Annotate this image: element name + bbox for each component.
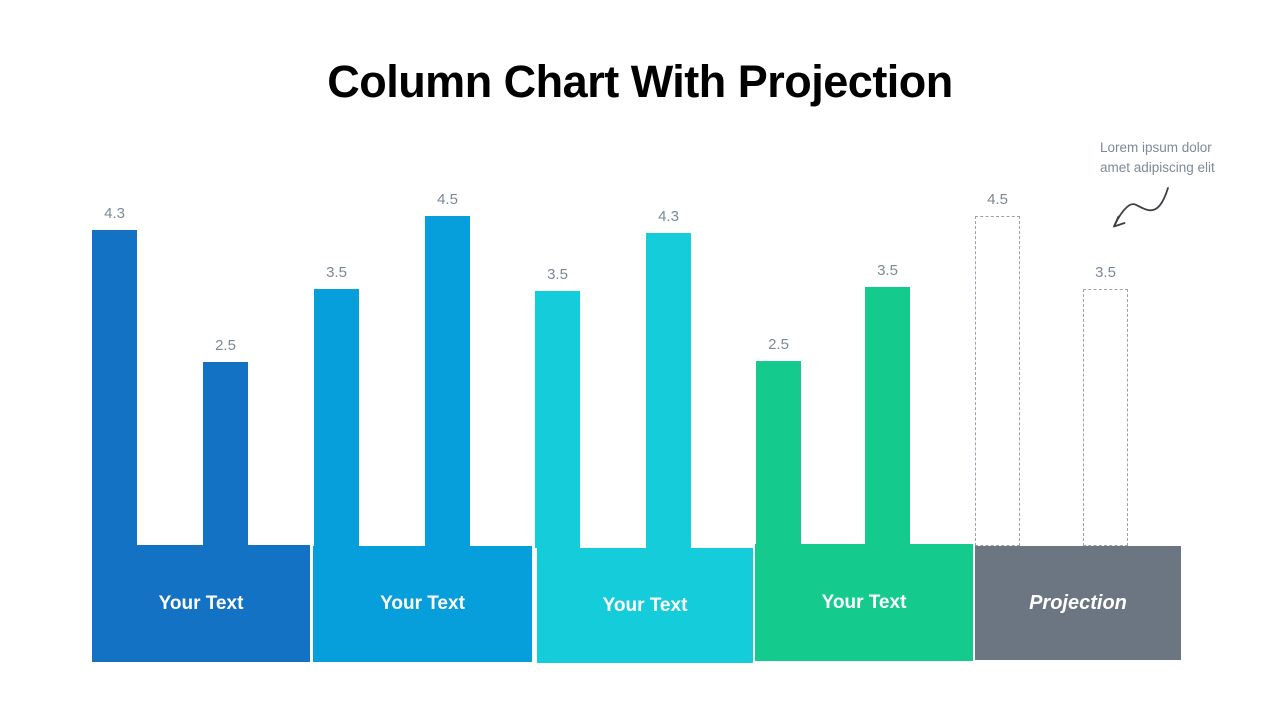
annotation-line-1: Lorem ipsum dolor — [1100, 140, 1212, 155]
column-bar — [314, 289, 359, 546]
group-band: Your Text — [755, 544, 973, 661]
band-label: Your Text — [158, 592, 244, 614]
slide-title: Column Chart With Projection — [327, 56, 953, 107]
bar-value-label: 2.5 — [768, 336, 789, 353]
column-bar — [865, 287, 910, 544]
bar-value-label: 4.5 — [987, 191, 1008, 208]
bar-value-label: 3.5 — [547, 266, 568, 283]
projection-band: Projection — [975, 546, 1181, 660]
bar-value-label: 4.5 — [437, 191, 458, 208]
bar-value-label: 3.5 — [326, 264, 347, 281]
projection-bar — [1083, 289, 1128, 546]
column-bar — [535, 291, 580, 548]
bar-value-label: 3.5 — [1095, 264, 1116, 281]
band-label: Your Text — [602, 594, 688, 616]
bar-value-label: 2.5 — [215, 337, 236, 354]
column-bar — [646, 233, 691, 548]
group-band: Your Text — [537, 548, 753, 663]
bar-value-label: 4.3 — [104, 205, 125, 222]
band-label: Your Text — [380, 593, 465, 614]
bar-value-label: 4.3 — [658, 208, 679, 225]
column-bar — [203, 362, 248, 545]
group-band: Your Text — [92, 545, 310, 662]
column-bar — [425, 216, 470, 546]
annotation-text: Lorem ipsum dolor amet adipiscing elit — [1100, 138, 1270, 177]
group-band: Your Text — [313, 546, 532, 662]
curved-arrow-icon — [1113, 187, 1169, 228]
column-bar — [92, 230, 137, 545]
column-bar — [756, 361, 801, 544]
projection-bar — [975, 216, 1020, 546]
bar-value-label: 3.5 — [877, 262, 898, 279]
band-label: Your Text — [821, 591, 907, 613]
annotation-line-2: amet adipiscing elit — [1100, 159, 1215, 175]
band-label: Projection — [1029, 591, 1127, 614]
